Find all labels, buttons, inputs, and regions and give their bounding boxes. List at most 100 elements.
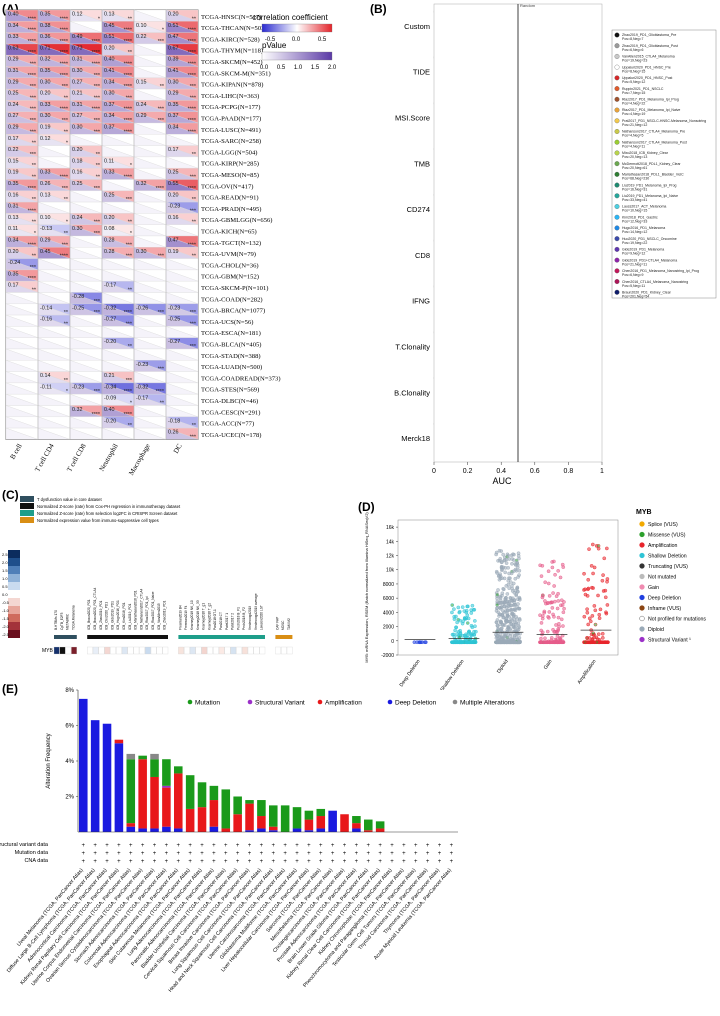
corr-value: 0.41 — [168, 68, 179, 74]
significance-stars: *** — [94, 84, 101, 90]
y-tick-label: 14k — [386, 539, 395, 545]
expression-point — [516, 554, 521, 558]
significance-stars: *** — [126, 321, 133, 327]
significance-stars: *** — [190, 344, 197, 350]
alteration-bar-segment — [233, 814, 242, 832]
data-row-marker: + — [378, 851, 382, 857]
expression-point — [460, 621, 465, 626]
significance-stars: *** — [62, 186, 69, 192]
expression-point — [454, 614, 458, 619]
corr-value: 0.51 — [104, 34, 115, 40]
alteration-bar-segment — [209, 785, 219, 801]
random-label: Random — [520, 3, 536, 8]
legend-sublabel: Pos=19,Neg=22 — [622, 241, 647, 245]
significance-stars: * — [162, 28, 165, 34]
data-row-marker: + — [224, 851, 228, 857]
expression-point — [499, 565, 504, 569]
scale-cell — [8, 566, 20, 574]
expression-point — [605, 546, 609, 551]
corr-value: 0.45 — [104, 23, 115, 29]
expression-point — [552, 584, 556, 588]
significance-stars: **** — [60, 254, 69, 260]
expression-point — [512, 598, 516, 603]
alteration-legend-label: Structural Variant — [255, 700, 305, 707]
alteration-bar-segment — [197, 807, 207, 832]
corr-value: 0.10 — [136, 23, 147, 29]
expression-point — [498, 622, 502, 627]
row-label: TCGA-TGCT(N=132) — [201, 240, 261, 247]
column-label: B cell — [9, 442, 24, 460]
corr-value: 0.34 — [168, 125, 179, 131]
data-row-marker: + — [165, 843, 169, 849]
row-label: TCGA-GBMLGG(N=656) — [201, 217, 272, 224]
expression-point — [508, 634, 513, 638]
expression-point — [469, 623, 474, 628]
expression-point — [586, 622, 590, 627]
expression-point — [540, 563, 545, 568]
expression-point — [474, 629, 478, 634]
expression-point — [554, 594, 559, 599]
tide-cell — [121, 646, 128, 655]
legend-label: Kim2018_PD1_Gastric — [622, 215, 658, 219]
significance-stars: **** — [124, 107, 133, 113]
data-row-marker: + — [224, 843, 228, 849]
legend-swatch — [614, 268, 620, 274]
data-row-marker: + — [141, 859, 145, 865]
expression-point — [540, 616, 545, 621]
data-row-marker: + — [248, 859, 252, 865]
expression-point — [500, 560, 504, 564]
tide-column-label: ICB_Riaz2017_PD1_Ipi — [145, 596, 149, 630]
tide-cell — [213, 646, 219, 655]
expression-point — [504, 557, 509, 562]
expression-legend-swatch — [639, 542, 645, 548]
legend-label: Liu2019_PD1_Melanoma_Ipi_Prog — [622, 183, 677, 187]
legend-swatch — [614, 118, 620, 124]
significance-stars: ** — [192, 197, 197, 203]
tide-column-label: B.HTBMs 170 — [54, 610, 58, 630]
expression-point — [503, 600, 507, 605]
tide-column-labels: B.HTBMs 170 CyTB_E2F3 METABRIC TCGA.Melanom… — [54, 587, 291, 630]
category-label: Merck18 — [401, 434, 430, 443]
alteration-bar-segment — [185, 775, 195, 809]
significance-stars: **** — [60, 50, 69, 56]
significance-stars: ** — [128, 220, 133, 226]
expression-point — [463, 617, 468, 621]
expression-point — [510, 561, 514, 566]
tide-cell — [281, 646, 287, 655]
significance-stars: ** — [192, 423, 197, 429]
significance-stars: ** — [128, 288, 133, 294]
expression-point — [423, 640, 428, 645]
data-row-marker: + — [295, 843, 299, 849]
y-tick-label: 8% — [65, 688, 74, 694]
expression-point — [553, 572, 557, 577]
expression-point — [590, 585, 594, 590]
legend-swatch — [614, 289, 620, 295]
expression-point — [558, 636, 562, 640]
data-row-marker: + — [402, 843, 406, 849]
data-row-marker: + — [438, 859, 442, 865]
corr-value: 0.67 — [168, 45, 179, 51]
expression-point — [457, 610, 462, 615]
legend-label: Riaz2017_PD1_Melanoma_Ipi_Prog — [622, 98, 679, 102]
corr-value: 0.33 — [104, 170, 115, 176]
expression-point — [584, 640, 589, 645]
tide-column-label: ICB_Cho2020_PD1 — [105, 602, 109, 630]
expression-point — [497, 573, 501, 578]
alteration-bar-segment — [126, 826, 136, 832]
corr-value: 0.47 — [168, 34, 179, 40]
data-row-marker: + — [355, 859, 359, 865]
legend-sublabel: Pos=14,Neg=12 — [622, 230, 647, 234]
data-row-marker: + — [390, 843, 394, 849]
tide-column-label: Vredevoogd2019 — [248, 606, 252, 630]
significance-stars: ** — [32, 288, 37, 294]
expression-point — [597, 612, 602, 617]
tide-column-label: Patel2017 2 — [231, 613, 235, 630]
corr-value: 0.15 — [8, 158, 19, 164]
significance-stars: **** — [188, 242, 197, 248]
data-row-marker: + — [260, 859, 264, 865]
alteration-bar-segment — [221, 828, 231, 832]
scale-cell — [8, 614, 20, 622]
tide-column-label: TCGA.Melanoma — [71, 605, 75, 630]
panel-c-tide-heatmap: T dysfunction value in core dataset Norma… — [2, 496, 293, 655]
expression-point — [515, 605, 519, 610]
